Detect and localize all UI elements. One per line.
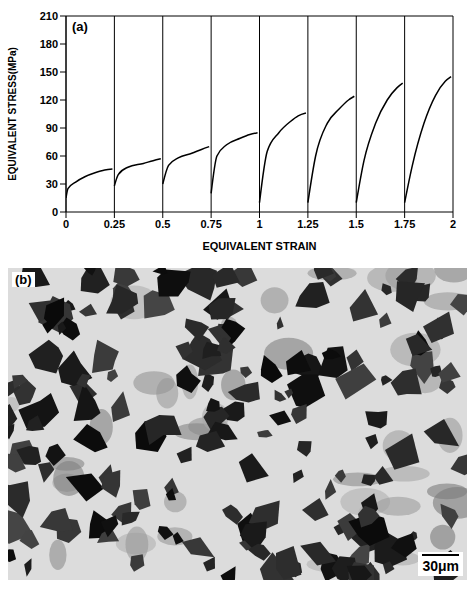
svg-text:0.75: 0.75 xyxy=(200,218,221,230)
svg-text:0.5: 0.5 xyxy=(155,218,170,230)
svg-text:0: 0 xyxy=(63,218,69,230)
svg-text:150: 150 xyxy=(40,66,58,78)
html-text:(b): (b) xyxy=(15,272,32,287)
svg-text:0: 0 xyxy=(52,206,58,218)
svg-text:EQUIVALENT STRESS(MPa): EQUIVALENT STRESS(MPa) xyxy=(7,47,18,181)
svg-text:EQUIVALENT STRAIN: EQUIVALENT STRAIN xyxy=(202,240,316,252)
html-text:(a): (a) xyxy=(72,19,88,34)
svg-text:2: 2 xyxy=(450,218,456,230)
svg-text:1.75: 1.75 xyxy=(394,218,415,230)
svg-text:1.25: 1.25 xyxy=(297,218,318,230)
svg-text:180: 180 xyxy=(40,38,58,50)
svg-text:120: 120 xyxy=(40,94,58,106)
svg-text:0.25: 0.25 xyxy=(104,218,125,230)
svg-text:90: 90 xyxy=(46,122,58,134)
svg-text:210: 210 xyxy=(40,10,58,22)
svg-text:1.5: 1.5 xyxy=(349,218,364,230)
svg-text:60: 60 xyxy=(46,150,58,162)
svg-text:30: 30 xyxy=(46,178,58,190)
svg-text:1: 1 xyxy=(256,218,262,230)
html-text:30μm: 30μm xyxy=(422,558,459,574)
